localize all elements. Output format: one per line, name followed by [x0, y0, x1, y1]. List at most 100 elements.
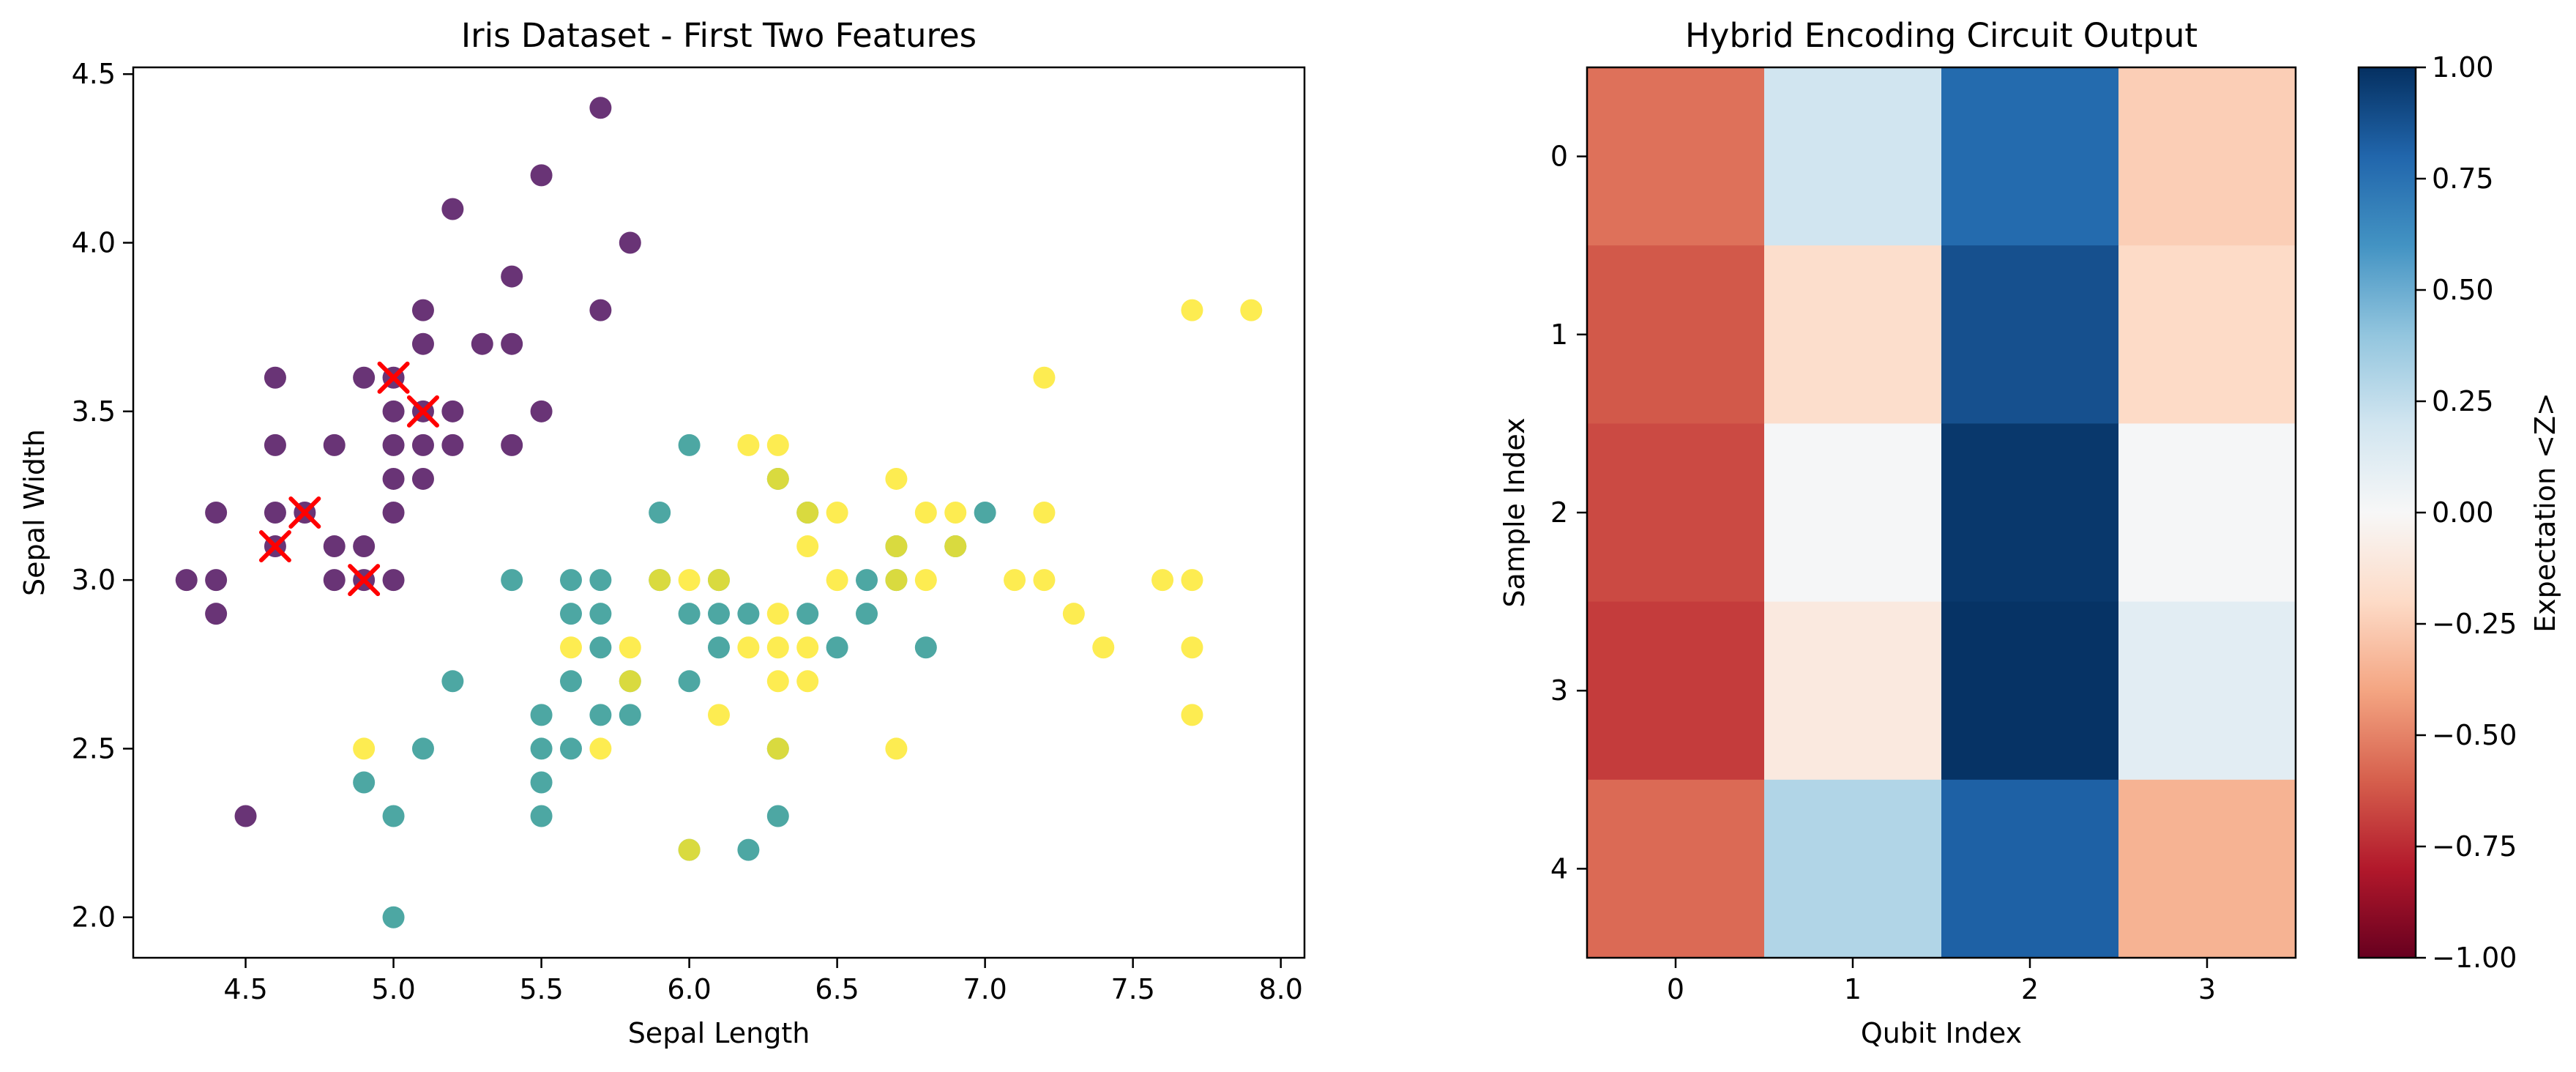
scatter-point: [737, 433, 760, 456]
scatter-point: [501, 332, 523, 355]
scatter-point: [885, 467, 908, 490]
scatter-point: [885, 569, 908, 592]
scatter-point: [766, 467, 789, 490]
colorbar-label: Expectation <Z>: [2529, 392, 2561, 633]
x-tick-label: 6.0: [667, 973, 711, 1005]
scatter-point: [441, 198, 464, 220]
heatmap-x-tick-label: 3: [2198, 973, 2216, 1005]
highlight-marker: [288, 496, 321, 529]
scatter-point: [175, 569, 198, 592]
scatter-point: [589, 636, 612, 659]
scatter-point: [323, 535, 346, 558]
scatter-point: [589, 569, 612, 592]
scatter-point: [678, 670, 701, 693]
scatter-point: [1240, 299, 1263, 321]
scatter-point: [559, 636, 582, 659]
scatter-point: [1181, 636, 1203, 659]
scatter-point: [353, 366, 376, 389]
colorbar-tick-label: −0.75: [2432, 830, 2517, 863]
scatter-point: [411, 299, 434, 321]
scatter-point: [914, 636, 937, 659]
scatter-point: [796, 603, 819, 625]
heatmap-cell: [1587, 245, 1765, 424]
heatmap-cell: [2118, 779, 2296, 959]
scatter-point: [619, 704, 641, 726]
scatter-point: [649, 502, 671, 524]
scatter-point: [678, 603, 701, 625]
heatmap-chart: Hybrid Encoding Circuit Output 0 1 2 3 0 1 2 3…: [1498, 16, 2297, 1049]
x-tick-label: 7.0: [963, 973, 1007, 1005]
heatmap-cell: [1941, 245, 2119, 424]
scatter-point: [530, 805, 553, 827]
scatter-point: [1151, 569, 1174, 592]
scatter-point: [766, 433, 789, 456]
heatmap-x-axis-ticks: 0 1 2 3: [1667, 958, 2216, 1005]
scatter-point: [826, 569, 848, 592]
x-tick-label: 4.5: [223, 973, 267, 1005]
y-tick-label: 3.0: [72, 564, 116, 596]
heatmap-x-tick-label: 0: [1667, 973, 1684, 1005]
scatter-point: [1033, 502, 1056, 524]
scatter-point: [441, 670, 464, 693]
scatter-chart: Iris Dataset - First Two Features 4.5 5.0…: [18, 16, 1306, 1049]
scatter-point: [796, 670, 819, 693]
scatter-point: [766, 670, 789, 693]
scatter-point: [501, 569, 523, 592]
scatter-point: [411, 332, 434, 355]
colorbar-tick-label: −1.00: [2432, 942, 2517, 974]
scatter-x-axis-ticks: 4.5 5.0 5.5 6.0 6.5 7.0 7.5 8.0: [223, 958, 1303, 1005]
scatter-point: [323, 569, 346, 592]
colorbar-ticks: −1.00 −0.75 −0.50 −0.25 0.00 0.25 0.50 0.75 1.00: [2416, 51, 2517, 974]
heatmap-cell: [1587, 423, 1765, 603]
scatter-point: [411, 737, 434, 760]
scatter-point: [411, 467, 434, 490]
scatter-point: [708, 603, 730, 625]
colorbar-tick-label: −0.50: [2432, 719, 2517, 751]
scatter-point: [382, 502, 405, 524]
heatmap-title: Hybrid Encoding Circuit Output: [1685, 16, 2198, 55]
x-tick-label: 7.5: [1110, 973, 1154, 1005]
scatter-point: [353, 535, 376, 558]
scatter-point: [678, 433, 701, 456]
scatter-point: [589, 704, 612, 726]
scatter-point: [382, 906, 405, 928]
scatter-point: [1004, 569, 1026, 592]
scatter-point: [737, 636, 760, 659]
y-tick-label: 2.0: [72, 901, 116, 934]
heatmap-y-tick-label: 1: [1550, 319, 1568, 351]
scatter-point: [737, 838, 760, 861]
scatter-point: [205, 502, 228, 524]
scatter-point: [885, 535, 908, 558]
scatter-point: [1062, 603, 1085, 625]
heatmap-cell: [1764, 245, 1942, 424]
scatter-point: [501, 265, 523, 288]
scatter-point: [885, 737, 908, 760]
colorbar-tick-label: 0.25: [2432, 385, 2494, 417]
x-tick-label: 5.5: [519, 973, 563, 1005]
scatter-point: [796, 636, 819, 659]
scatter-point: [353, 737, 376, 760]
scatter-point: [796, 502, 819, 524]
scatter-point: [826, 502, 848, 524]
heatmap-x-tick-label: 2: [2021, 973, 2039, 1005]
scatter-point: [1092, 636, 1115, 659]
colorbar-tick-label: 0.75: [2432, 163, 2494, 195]
colorbar-tick-label: 0.50: [2432, 274, 2494, 306]
x-tick-label: 6.5: [815, 973, 859, 1005]
scatter-point: [856, 603, 878, 625]
highlight-marker: [258, 530, 291, 563]
scatter-point: [944, 502, 967, 524]
scatter-point: [205, 603, 228, 625]
scatter-point: [914, 502, 937, 524]
highlight-marker: [377, 361, 410, 394]
colorbar-tick-label: −0.25: [2432, 608, 2517, 640]
scatter-x-axis-label: Sepal Length: [628, 1017, 810, 1049]
scatter-point: [589, 603, 612, 625]
scatter-point: [559, 569, 582, 592]
scatter-point: [382, 569, 405, 592]
scatter-point: [1181, 569, 1203, 592]
scatter-point: [708, 636, 730, 659]
scatter-point: [708, 704, 730, 726]
heatmap-cell: [1587, 67, 1765, 246]
